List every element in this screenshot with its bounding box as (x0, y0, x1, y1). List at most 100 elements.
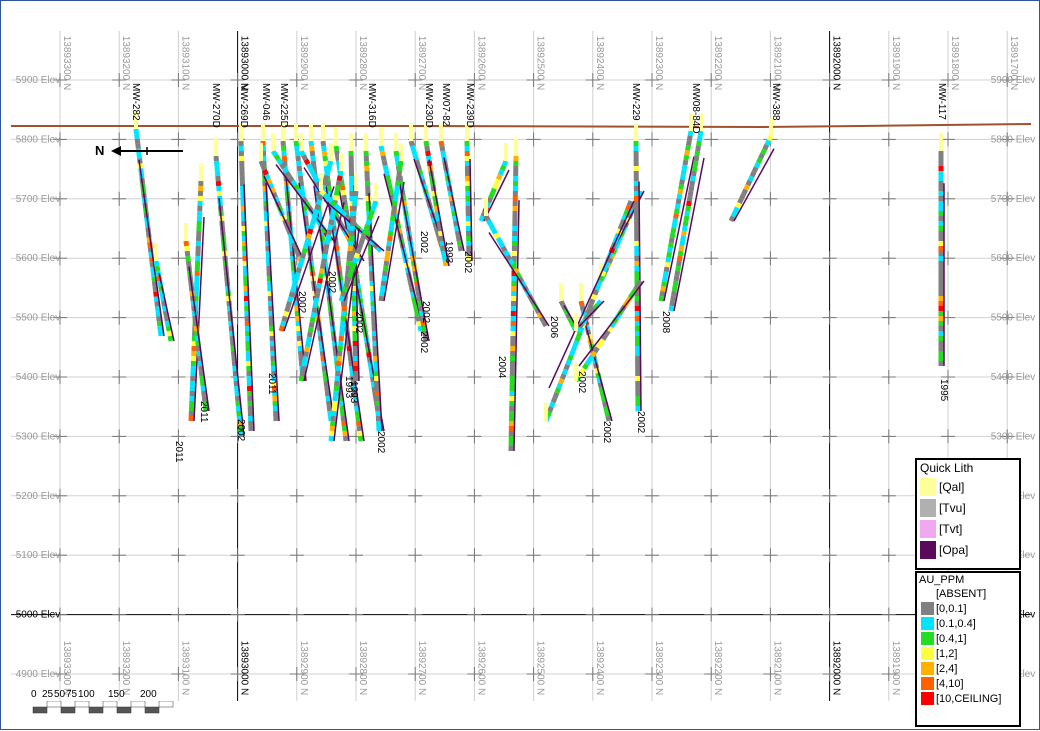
hole-name-label: MW08-84D (690, 83, 701, 134)
assay-interval (307, 347, 308, 352)
au-ppm-legend-label: [10,CEILING] (936, 693, 1001, 705)
assay-interval (337, 381, 338, 386)
northing-label: 13892900 N (298, 36, 309, 91)
assay-interval (683, 236, 684, 241)
assay-interval (306, 160, 308, 164)
drill-hole-trace[interactable] (731, 118, 774, 221)
assay-interval (338, 156, 339, 161)
assay-interval (337, 376, 338, 381)
assay-interval (345, 205, 346, 210)
assay-interval (415, 302, 416, 307)
assay-interval (333, 421, 334, 426)
northing-label: 13892900 N (298, 641, 309, 696)
assay-interval (373, 206, 375, 211)
assay-interval (198, 341, 199, 346)
assay-interval (319, 283, 320, 288)
assay-interval (694, 166, 695, 171)
au-ppm-legend-label: [2,4] (936, 663, 957, 675)
assay-interval (415, 155, 416, 160)
assay-interval (481, 216, 483, 221)
assay-interval (590, 356, 593, 360)
assay-interval (327, 391, 328, 396)
lith-trace (489, 233, 549, 327)
assay-interval (344, 311, 345, 316)
drill-hole-trace[interactable] (241, 123, 254, 431)
hole-name-label: MW-270D (210, 83, 221, 128)
assay-interval (155, 287, 156, 292)
assay-interval (313, 173, 315, 177)
assay-interval (606, 407, 607, 412)
assay-interval (387, 256, 388, 261)
assay-interval (297, 273, 298, 278)
scale-block (89, 707, 103, 713)
scale-tick-label: 100 (78, 689, 95, 700)
assay-interval (338, 181, 339, 186)
assay-interval (317, 191, 318, 196)
assay-interval (307, 226, 308, 231)
hole-name-label: MW-282 (130, 83, 141, 121)
assay-interval (357, 406, 358, 411)
assay-interval (442, 146, 443, 151)
assay-interval (386, 170, 387, 175)
assay-interval (308, 164, 310, 168)
assay-interval (312, 318, 313, 323)
drill-hole-trace[interactable] (441, 123, 464, 251)
assay-interval (386, 261, 387, 266)
assay-interval (395, 196, 396, 201)
assay-interval (439, 221, 440, 226)
hole-year-label: 2002 (296, 291, 307, 314)
assay-interval (557, 388, 559, 393)
assay-interval (382, 286, 383, 291)
northing-label: 13892800 N (357, 641, 368, 696)
assay-interval (427, 146, 428, 151)
assay-interval (332, 215, 333, 220)
assay-interval (160, 326, 161, 331)
assay-interval (300, 176, 301, 181)
assay-interval (564, 370, 566, 375)
assay-interval (417, 286, 418, 291)
assay-interval (324, 151, 325, 156)
au-ppm-legend-label: [0,0.1] (936, 603, 967, 615)
assay-interval (398, 176, 399, 181)
au-ppm-legend-swatch (921, 662, 934, 675)
assay-interval (336, 146, 337, 151)
assay-interval (353, 221, 354, 226)
assay-interval (491, 193, 493, 198)
assay-interval (575, 341, 577, 346)
drill-hole-trace[interactable] (216, 138, 244, 436)
assay-interval (325, 176, 326, 181)
assay-interval (397, 186, 398, 191)
assay-interval (686, 155, 687, 160)
drill-hole-trace[interactable] (941, 133, 944, 366)
assay-interval (304, 248, 305, 253)
assay-interval (344, 426, 345, 431)
assay-interval (440, 226, 441, 231)
assay-interval (351, 241, 352, 246)
au-ppm-legend-entry: [4,10] (917, 676, 1019, 691)
assay-interval (414, 297, 415, 302)
assay-interval (326, 244, 327, 249)
assay-interval (329, 406, 330, 411)
assay-interval (335, 401, 336, 406)
assay-interval (167, 321, 168, 326)
assay-interval (372, 377, 373, 382)
assay-interval (294, 282, 295, 287)
assay-interval (663, 286, 664, 291)
assay-interval (396, 151, 397, 156)
assay-interval (311, 169, 313, 173)
hole-year-label: 2002 (375, 431, 386, 454)
topography-line (11, 124, 1031, 127)
assay-interval (344, 306, 345, 311)
assay-interval (285, 312, 286, 317)
drill-hole-trace[interactable] (511, 138, 519, 451)
assay-interval (666, 267, 667, 272)
drill-hole-trace[interactable] (467, 123, 472, 261)
assay-interval (316, 298, 317, 303)
assay-interval (290, 297, 291, 302)
scale-block (47, 701, 61, 707)
elevation-label: 5600 Elev (991, 253, 1035, 264)
drill-hole-trace[interactable] (636, 123, 641, 411)
assay-interval (344, 287, 346, 292)
assay-interval (355, 201, 356, 206)
